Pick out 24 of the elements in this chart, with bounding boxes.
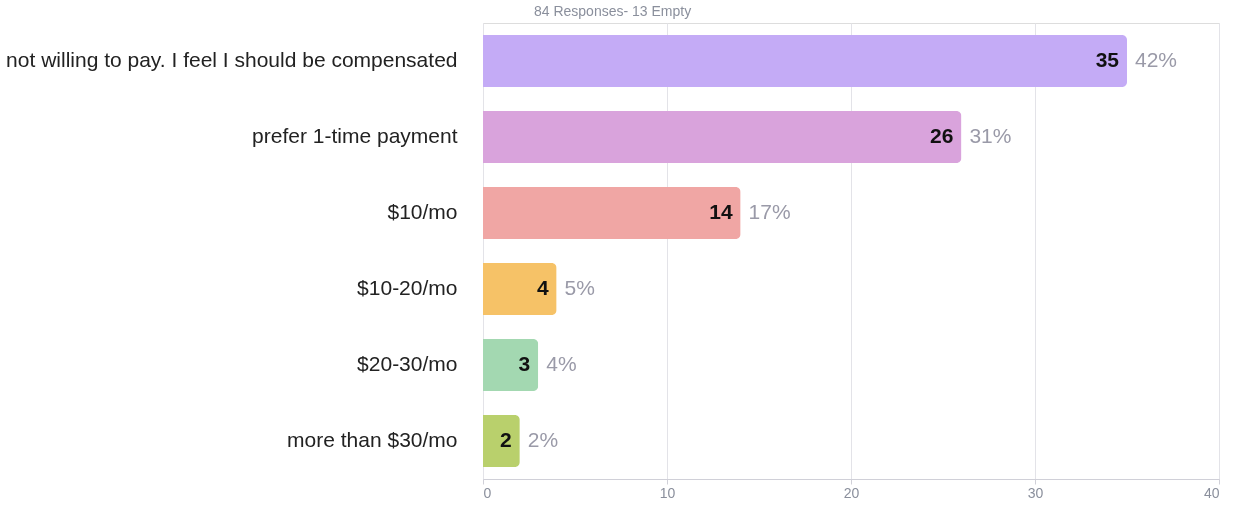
y-tick-label: more than $30/mo <box>287 428 458 451</box>
data-label: 35 <box>1095 48 1120 71</box>
y-tick-label: $10-20/mo <box>357 276 458 299</box>
x-tick-label: 30 <box>1027 484 1044 501</box>
data-label: 14 <box>709 200 733 223</box>
annotation: 4% <box>546 352 577 375</box>
data-label: 3 <box>518 352 531 375</box>
x-tick-label: 0 <box>483 484 492 501</box>
data-label: 26 <box>930 124 954 147</box>
annotation: 31% <box>969 124 1012 147</box>
x-tick-label: 20 <box>843 484 860 501</box>
x-tick-label: 10 <box>659 484 676 501</box>
x-tick-label: 40 <box>1203 484 1220 501</box>
y-tick-label: not willing to pay. I feel I should be compensated <box>6 48 458 71</box>
annotation: 42% <box>1135 48 1178 71</box>
data-label: 2 <box>500 428 512 451</box>
annotation: 5% <box>564 276 595 299</box>
chart-title: 84 Responses- 13 Empty <box>533 3 692 19</box>
annotation: 2% <box>527 428 559 451</box>
y-tick-label: $10/mo <box>387 200 458 223</box>
annotation: 17% <box>748 200 791 223</box>
data-label: 4 <box>536 276 549 299</box>
y-tick-label: $20-30/mo <box>357 352 458 375</box>
y-tick-label: prefer 1-time payment <box>252 124 458 147</box>
